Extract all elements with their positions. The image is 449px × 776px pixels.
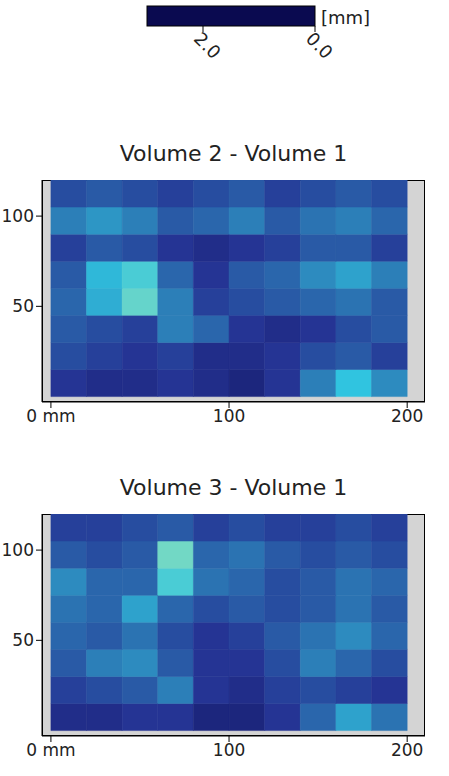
svg-text:2.0: 2.0 bbox=[190, 28, 225, 63]
svg-text:200: 200 bbox=[391, 406, 423, 426]
svg-text:0.0: 0.0 bbox=[302, 28, 337, 63]
svg-text:200: 200 bbox=[391, 740, 423, 760]
svg-text:100: 100 bbox=[213, 406, 245, 426]
html-text:Volume 2 - Volume 1: Volume 2 - Volume 1 bbox=[119, 141, 348, 166]
svg-text:100: 100 bbox=[2, 540, 34, 560]
svg-text:0 mm: 0 mm bbox=[26, 406, 75, 426]
svg-text:[mm]: [mm] bbox=[321, 7, 370, 28]
svg-text:0 mm: 0 mm bbox=[26, 740, 75, 760]
svg-text:100: 100 bbox=[2, 206, 34, 226]
svg-text:100: 100 bbox=[213, 740, 245, 760]
svg-text:50: 50 bbox=[12, 296, 34, 316]
svg-text:50: 50 bbox=[12, 630, 34, 650]
html-text:Volume 3 - Volume 1: Volume 3 - Volume 1 bbox=[119, 475, 348, 500]
